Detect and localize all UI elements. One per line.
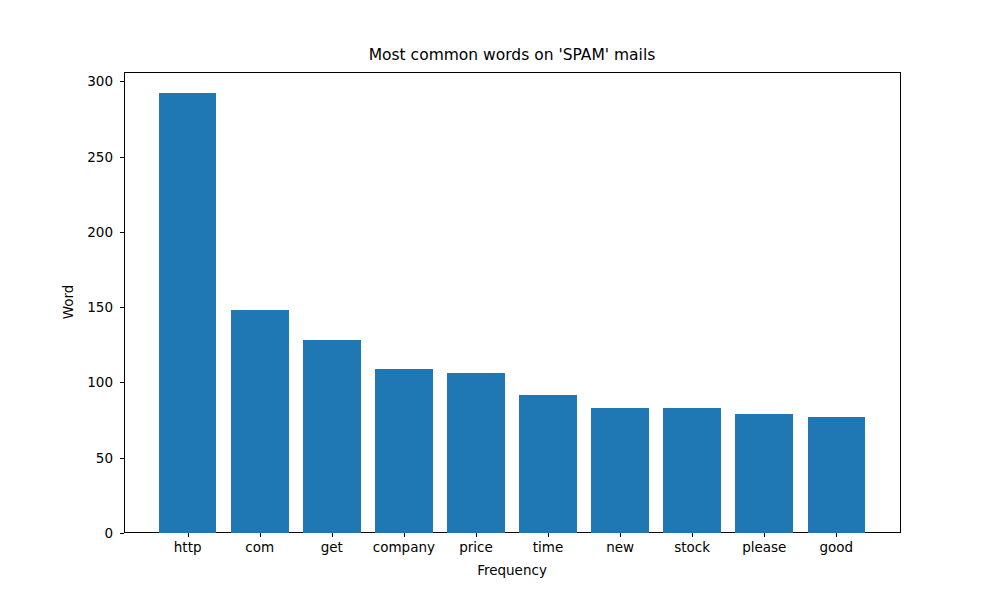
- y-tick-label: 200: [13, 225, 113, 239]
- y-tick-mark: [120, 157, 124, 158]
- y-tick-mark: [120, 307, 124, 308]
- y-axis-label-text: Word: [60, 285, 76, 320]
- x-tick-mark: [836, 533, 837, 537]
- x-tick-mark: [476, 533, 477, 537]
- y-tick-label: 50: [13, 451, 113, 465]
- bar-time: [519, 395, 577, 533]
- bar-get: [303, 340, 361, 533]
- bar-good: [808, 417, 866, 533]
- y-tick-mark: [120, 533, 124, 534]
- x-tick-mark: [332, 533, 333, 537]
- bar-com: [231, 310, 289, 533]
- y-tick-label: 100: [13, 375, 113, 389]
- x-tick-mark: [260, 533, 261, 537]
- x-tick-mark: [404, 533, 405, 537]
- y-tick-mark: [120, 232, 124, 233]
- y-tick-mark: [120, 458, 124, 459]
- y-tick-label: 300: [13, 74, 113, 88]
- x-tick-label: good: [791, 540, 881, 554]
- x-tick-mark: [620, 533, 621, 537]
- y-tick-mark: [120, 382, 124, 383]
- y-tick-mark: [120, 81, 124, 82]
- y-tick-label: 0: [13, 526, 113, 540]
- bar-new: [591, 408, 649, 533]
- figure-canvas: Most common words on 'SPAM' mails httpco…: [0, 0, 1000, 600]
- x-axis-label: Frequency: [124, 562, 901, 578]
- x-tick-mark: [548, 533, 549, 537]
- x-tick-mark: [764, 533, 765, 537]
- x-tick-mark: [188, 533, 189, 537]
- bar-company: [375, 369, 433, 533]
- bar-http: [159, 93, 217, 533]
- y-tick-label: 250: [13, 150, 113, 164]
- bar-price: [447, 373, 505, 533]
- bar-stock: [663, 408, 721, 533]
- x-tick-mark: [692, 533, 693, 537]
- chart-title: Most common words on 'SPAM' mails: [124, 46, 901, 64]
- bar-please: [735, 414, 793, 533]
